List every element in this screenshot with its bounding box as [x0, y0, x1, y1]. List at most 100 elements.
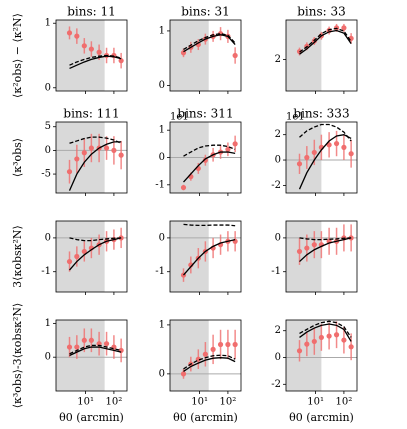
- y-tick-label: 0: [159, 152, 165, 163]
- data-point: [180, 184, 187, 191]
- y-tick-label: -1: [41, 266, 51, 277]
- data-point: [232, 52, 238, 59]
- data-point: [296, 348, 303, 354]
- panel-title: bins: 31: [181, 5, 230, 19]
- data-point: [304, 245, 310, 251]
- shaded-region: [56, 122, 105, 193]
- data-point: [333, 140, 340, 147]
- model-line: [69, 346, 122, 357]
- data-point: [81, 150, 87, 156]
- axes-frame: [285, 121, 358, 194]
- model-line: [68, 141, 122, 191]
- x-tick-label: 10¹: [77, 397, 94, 408]
- y-tick-label: 0: [45, 82, 51, 93]
- y-tick-label: 0: [45, 232, 51, 243]
- y-tick-label: 0: [45, 145, 51, 156]
- y-tick-label: -5: [41, 169, 51, 180]
- x-axis-label: θ0 (arcmin): [173, 411, 238, 424]
- offset-label: 1e1: [286, 112, 305, 123]
- data-point: [88, 337, 94, 343]
- model-line: [183, 238, 236, 276]
- model-line: [299, 237, 352, 241]
- y-tick-label: 5: [45, 121, 51, 132]
- data-point: [66, 30, 73, 36]
- data-point: [74, 156, 80, 162]
- model-line: [299, 29, 352, 55]
- data-point: [81, 43, 87, 49]
- panel-title: bins: 333: [293, 107, 349, 121]
- data-point: [311, 242, 317, 248]
- data-point: [348, 344, 354, 350]
- model-line: [183, 144, 236, 157]
- model-line: [299, 237, 352, 263]
- model-line: [298, 134, 352, 190]
- data-point: [118, 152, 124, 158]
- data-point: [304, 341, 310, 347]
- model-line: [299, 320, 352, 338]
- data-point: [81, 337, 87, 343]
- panel-title: bins: 311: [177, 107, 233, 121]
- data-point: [74, 33, 80, 39]
- shaded-region: [56, 320, 105, 391]
- y-tick-label: 1: [159, 319, 165, 330]
- data-point: [66, 258, 73, 265]
- data-point: [74, 253, 80, 260]
- y-axis-label: ⟨κ³obs⟩: [11, 138, 24, 177]
- data-point: [326, 333, 332, 339]
- y-tick-label: 1: [159, 125, 165, 136]
- shaded-region: [286, 320, 322, 391]
- data-point: [304, 154, 310, 161]
- axes-frame: [55, 220, 128, 293]
- y-tick-label: 0: [45, 352, 51, 363]
- model-line: [299, 323, 352, 342]
- y-tick-label: 0: [159, 368, 165, 379]
- y-tick-label: 1: [159, 25, 165, 36]
- offset-label: 1e1: [170, 112, 189, 123]
- y-axis-label: ⟨κ²obs⟩ − ⟨κ²N⟩: [11, 13, 24, 98]
- shaded-region: [286, 221, 322, 292]
- y-tick-label: -2: [271, 180, 281, 191]
- x-tick-label: 10¹: [191, 397, 208, 408]
- data-point: [341, 144, 347, 150]
- model-line: [183, 151, 236, 183]
- axes-frame: [285, 319, 358, 392]
- x-axis-label: θ0 (arcmin): [59, 411, 124, 424]
- y-tick-label: 2: [275, 54, 281, 65]
- axes-frame: [169, 19, 242, 92]
- data-point: [96, 341, 102, 347]
- data-point: [225, 341, 231, 348]
- y-tick-label: 1: [45, 18, 51, 29]
- model-line: [183, 223, 236, 227]
- data-point: [180, 371, 187, 377]
- data-point: [311, 149, 317, 156]
- y-tick-label: -1: [155, 266, 165, 277]
- data-point: [96, 49, 102, 55]
- y-tick-label: 2: [275, 129, 281, 140]
- data-point: [326, 142, 332, 148]
- data-point: [333, 332, 340, 338]
- data-point: [88, 145, 94, 151]
- model-line: [183, 32, 236, 51]
- data-point: [66, 169, 73, 175]
- y-axis-label: 3⟨κobsκ²N⟩: [11, 225, 24, 288]
- axes-frame: [285, 220, 358, 293]
- y-tick-label: -2: [271, 379, 281, 390]
- model-line: [299, 27, 352, 53]
- shaded-region: [170, 320, 209, 391]
- data-point: [202, 157, 208, 163]
- shaded-region: [170, 20, 209, 91]
- model-line: [183, 357, 236, 372]
- x-tick-label: 10²: [106, 397, 123, 408]
- data-point: [232, 141, 238, 147]
- data-point: [103, 145, 110, 151]
- data-point: [225, 146, 231, 152]
- x-tick-label: 10²: [336, 397, 353, 408]
- panel-title: bins: 33: [297, 5, 346, 19]
- axes-frame: [55, 319, 128, 392]
- model-line: [69, 54, 122, 66]
- shaded-region: [56, 221, 105, 292]
- data-point: [232, 341, 238, 348]
- data-point: [88, 46, 94, 52]
- y-tick-label: 0: [275, 155, 281, 166]
